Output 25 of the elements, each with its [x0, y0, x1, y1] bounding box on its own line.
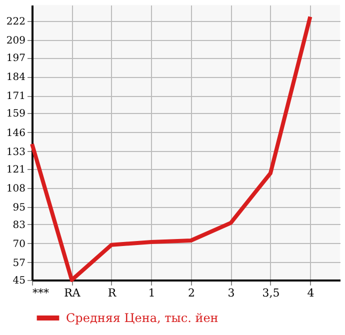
y-tick-label: 197: [6, 53, 26, 64]
y-tick-label: 209: [6, 36, 26, 47]
x-tick-label: 1: [148, 286, 156, 300]
y-tick-label: 222: [6, 16, 26, 28]
x-tick-label: 4: [307, 286, 314, 300]
legend-label: Средняя Цена, тыс. йен: [66, 311, 218, 325]
y-tick-label: 121: [6, 164, 26, 176]
y-tick-label: 108: [6, 183, 26, 194]
x-tick-label: 2: [188, 286, 195, 300]
y-tick-label: 95: [12, 202, 26, 214]
y-tick-label: 159: [6, 108, 26, 120]
x-tick-label: ***: [32, 286, 50, 300]
y-tick-label: 70: [12, 238, 26, 250]
y-tick-label: 57: [12, 258, 26, 269]
y-tick-label: 146: [6, 128, 26, 139]
y-tick-label: 83: [12, 220, 26, 231]
y-tick-label: 45: [12, 276, 26, 286]
x-tick-label: R: [108, 286, 117, 300]
y-tick-label: 133: [6, 146, 26, 158]
y-tick-label: 171: [6, 91, 26, 102]
x-tick-label: 3: [228, 286, 235, 300]
line-series: [30, 14, 312, 282]
y-tick-label: 184: [6, 72, 26, 84]
x-tick-label: RA: [64, 286, 82, 300]
x-tick-label: 3,5: [262, 286, 280, 300]
